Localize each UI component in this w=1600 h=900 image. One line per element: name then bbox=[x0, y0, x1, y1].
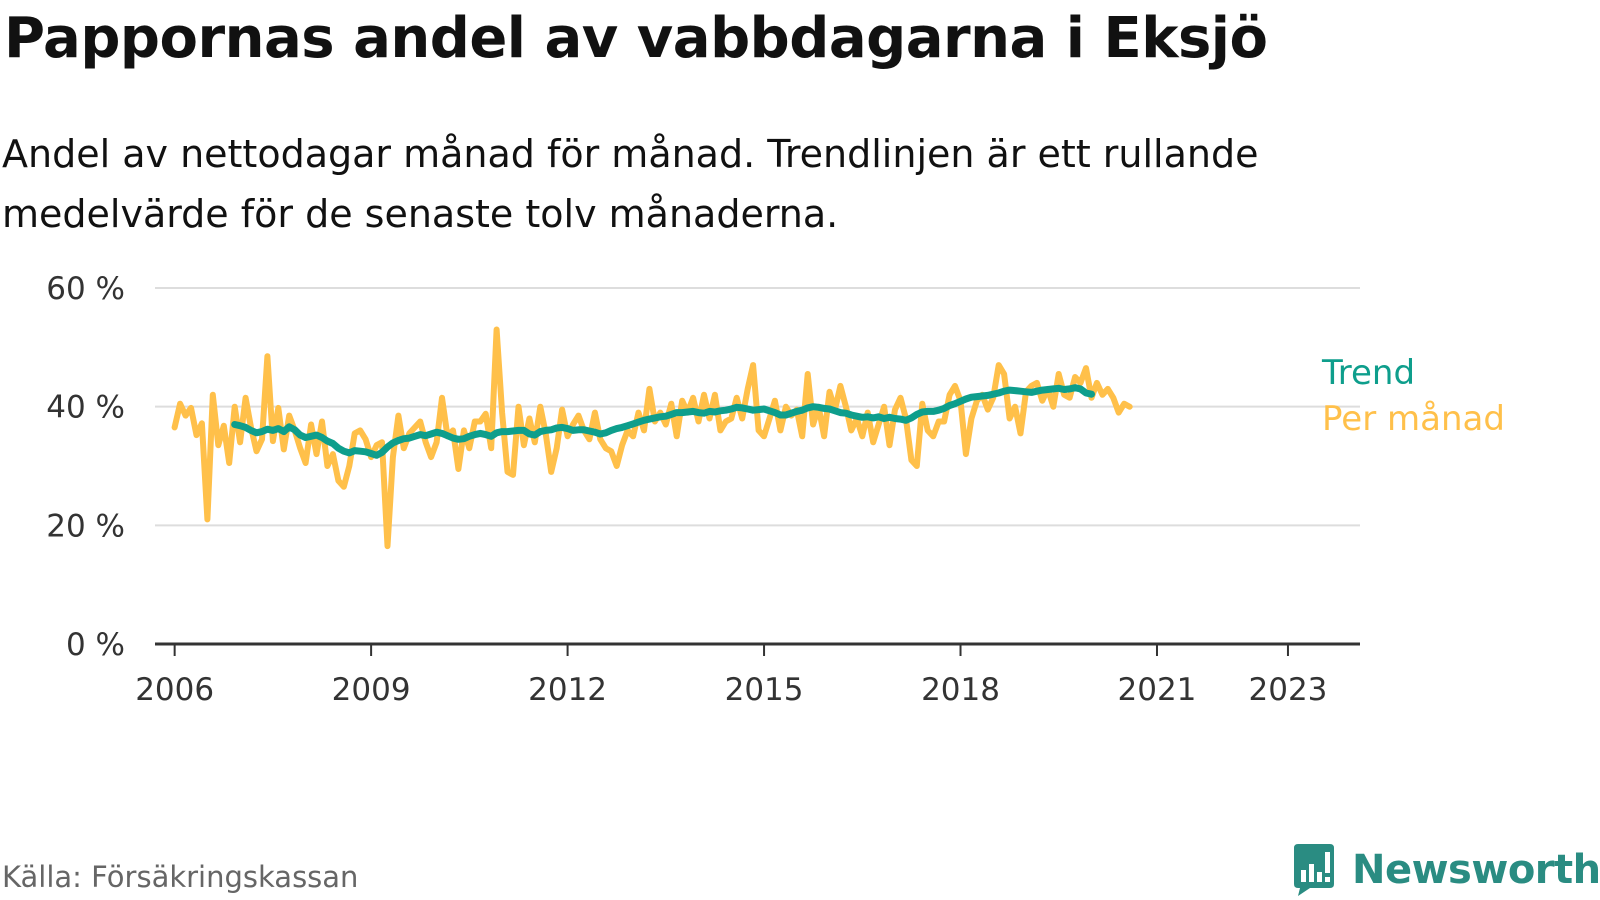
brand-logo: Newsworthy bbox=[1290, 840, 1600, 900]
x-tick-label: 2012 bbox=[528, 672, 607, 708]
y-tick-label: 20 % bbox=[46, 508, 125, 544]
y-tick-label: 0 % bbox=[66, 627, 125, 663]
y-tick-label: 60 % bbox=[46, 271, 125, 307]
x-tick-label: 2006 bbox=[135, 672, 214, 708]
y-tick-label: 40 % bbox=[46, 390, 125, 426]
chart-subtitle: Andel av nettodagar månad för månad. Tre… bbox=[2, 132, 1259, 236]
x-tick-label: 2021 bbox=[1118, 672, 1197, 708]
series-line-per-manad bbox=[171, 326, 1133, 550]
source-note: Källa: Försäkringskassan bbox=[2, 860, 359, 894]
chart-title: Pappornas andel av vabbdagarna i Eksjö bbox=[4, 6, 1268, 71]
y-axis: 0 % 20 % 40 % 60 % bbox=[46, 271, 125, 663]
newsworthy-logo-icon bbox=[1294, 844, 1334, 896]
series-line-trend bbox=[231, 384, 1095, 459]
x-axis: 2006 2009 2012 2015 2018 2021 2023 bbox=[135, 642, 1360, 708]
x-tick-label: 2023 bbox=[1249, 672, 1328, 708]
legend-label: Per månad bbox=[1322, 399, 1505, 439]
legend-label: Trend bbox=[1321, 353, 1415, 393]
x-tick-label: 2015 bbox=[725, 672, 804, 708]
x-tick-label: 2018 bbox=[921, 672, 1000, 708]
x-tick-label: 2009 bbox=[332, 672, 411, 708]
legend: Per månad Trend bbox=[1321, 353, 1505, 439]
brand-name: Newsworthy bbox=[1352, 847, 1600, 893]
line-chart: 0 % 20 % 40 % 60 % 2006 2009 2012 2015 2018 2021… bbox=[46, 271, 1505, 708]
series-lines bbox=[171, 326, 1133, 550]
